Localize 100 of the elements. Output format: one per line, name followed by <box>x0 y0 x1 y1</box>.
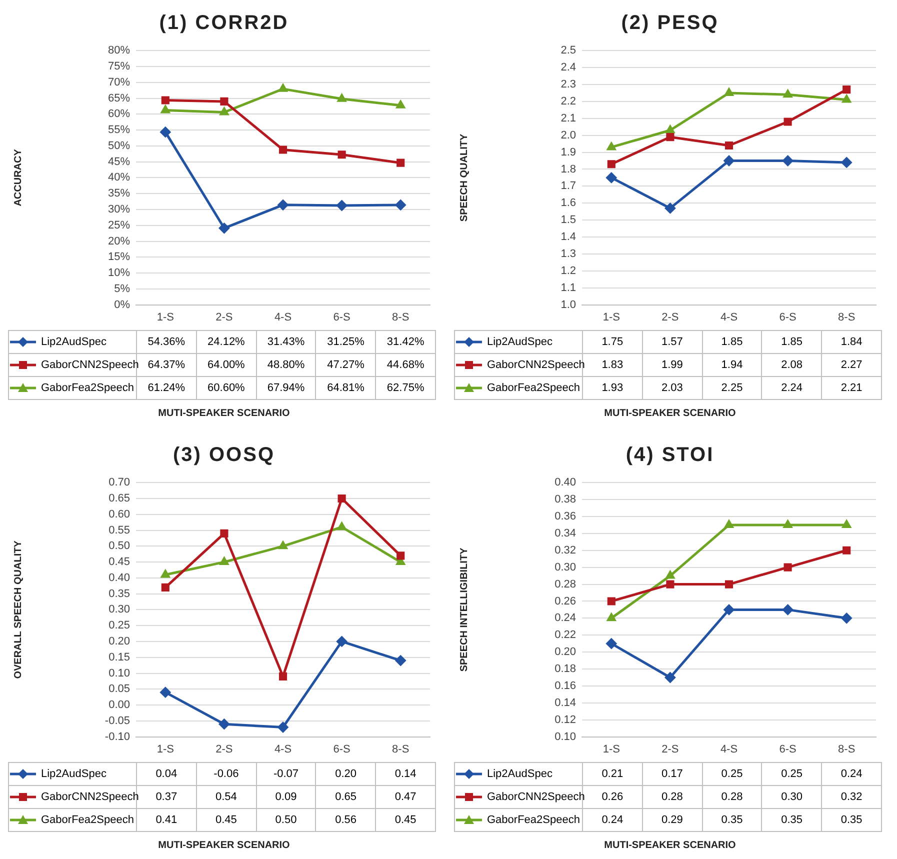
point <box>336 636 348 647</box>
point <box>161 583 170 592</box>
x-axis-title: MUTI-SPEAKER SCENARIO <box>157 408 291 421</box>
y-tick-label: 0.70 <box>108 476 130 489</box>
point <box>841 612 852 624</box>
x-tick-label: 2-S <box>216 311 233 324</box>
y-tick-label: 0.40 <box>108 572 130 584</box>
point <box>664 672 676 683</box>
data-label: -0.07 <box>256 762 316 786</box>
y-tick-label: 0.10 <box>554 730 576 743</box>
y-tick-label: 1.3 <box>560 248 576 260</box>
data-label: 1.85 <box>762 330 822 354</box>
data-label: 64.00% <box>196 354 256 376</box>
y-tick-label: 0.12 <box>554 714 576 726</box>
data-label: 61.24% <box>136 376 196 400</box>
data-label: 67.94% <box>256 376 316 400</box>
data-label: 0.17 <box>642 762 702 786</box>
data-label: 0.25 <box>702 762 762 786</box>
y-tick-label: 25% <box>108 219 130 232</box>
data-label: 2.25 <box>702 376 762 400</box>
x-axis-title: MUTI-SPEAKER SCENARIO <box>603 840 737 853</box>
x-axis-title: MUTI-SPEAKER SCENARIO <box>157 840 291 853</box>
data-label: 1.83 <box>602 359 624 371</box>
data-label: 0.35 <box>702 808 762 832</box>
data-label: 54.36% <box>136 330 196 354</box>
legend-label: GaborCNN2Speech <box>487 358 585 371</box>
data-label: 0.29 <box>642 808 702 832</box>
y-tick-label: 40% <box>108 172 130 184</box>
x-tick-label: 2-S <box>662 311 679 324</box>
y-tick-label: 5% <box>114 282 130 295</box>
y-tick-label: 0.24 <box>554 612 576 624</box>
x-tick-label: 1-S <box>602 743 620 756</box>
x-tick-label: 6-S <box>333 743 350 756</box>
data-label: 0.25 <box>762 762 822 786</box>
point <box>782 155 794 166</box>
data-label: -0.06 <box>196 762 256 786</box>
data-label: 1.93 <box>582 376 642 400</box>
data-label: 48.80% <box>256 354 316 376</box>
point <box>338 494 346 503</box>
x-tick-label: 8-S <box>392 311 410 324</box>
point <box>724 604 734 616</box>
point <box>842 546 851 554</box>
x-tick-label: 2-S <box>216 743 233 756</box>
point <box>219 106 230 116</box>
y-tick-label: 1.8 <box>560 163 576 176</box>
data-label: 0.41 <box>136 808 196 832</box>
y-tick-label: 0.38 <box>554 494 576 506</box>
y-tick-label: 0.36 <box>554 510 576 523</box>
point <box>220 97 228 106</box>
y-tick-label: 0.30 <box>108 604 130 616</box>
x-tick-label: 8-S <box>392 743 410 756</box>
point <box>782 519 793 528</box>
y-tick-label: 55% <box>108 124 130 136</box>
y-tick-label: 1.7 <box>560 180 576 192</box>
point <box>782 89 793 98</box>
data-label: 31.43% <box>256 330 316 354</box>
y-tick-label: 1.1 <box>560 282 576 294</box>
data-label: 0.30 <box>762 786 822 808</box>
y-axis-title: SPEECH INTELLIGIBILITY <box>458 547 470 672</box>
legend-label: Lip2AudSpec <box>487 336 552 348</box>
y-tick-label: 0.55 <box>108 524 130 536</box>
point <box>665 570 676 579</box>
y-tick-label: 0.35 <box>108 588 130 600</box>
data-label: 0.54 <box>196 786 256 808</box>
y-tick-label: 30% <box>108 204 130 216</box>
y-tick-label: 2.1 <box>560 112 576 124</box>
point <box>336 200 348 212</box>
data-label: 0.09 <box>256 786 316 808</box>
data-label: 0.21 <box>582 762 642 786</box>
y-tick-label: 2.4 <box>560 62 576 74</box>
point <box>395 655 406 666</box>
x-tick-label: 1-S <box>156 311 174 324</box>
data-label: 0.65 <box>316 786 376 808</box>
y-tick-label: -0.10 <box>104 730 130 743</box>
point <box>666 132 674 142</box>
data-label: 1.75 <box>582 330 642 354</box>
point <box>665 124 676 134</box>
y-tick-label: 0.26 <box>554 595 576 608</box>
y-tick-label: 0.20 <box>108 636 130 648</box>
y-tick-label: 1.5 <box>560 214 576 226</box>
y-tick-label: 1.4 <box>560 231 576 244</box>
point <box>336 93 347 102</box>
point <box>396 100 406 108</box>
y-tick-label: 0.05 <box>108 683 130 696</box>
point <box>606 638 617 650</box>
point <box>160 126 171 138</box>
point <box>278 672 288 680</box>
y-tick-label: 0.14 <box>554 696 576 709</box>
data-label: 0.28 <box>642 786 702 808</box>
data-label: 2.03 <box>642 376 702 400</box>
y-tick-label: 20% <box>108 235 130 248</box>
y-tick-label: -0.05 <box>104 714 130 727</box>
point <box>606 142 616 150</box>
y-tick-label: 80% <box>108 44 130 57</box>
y-tick-label: 70% <box>108 76 130 88</box>
y-tick-label: 1.6 <box>560 197 576 210</box>
point <box>220 529 228 538</box>
point <box>841 156 852 168</box>
data-label: 1.94 <box>702 354 762 376</box>
legend-label: GaborFea2Speech <box>487 814 580 826</box>
